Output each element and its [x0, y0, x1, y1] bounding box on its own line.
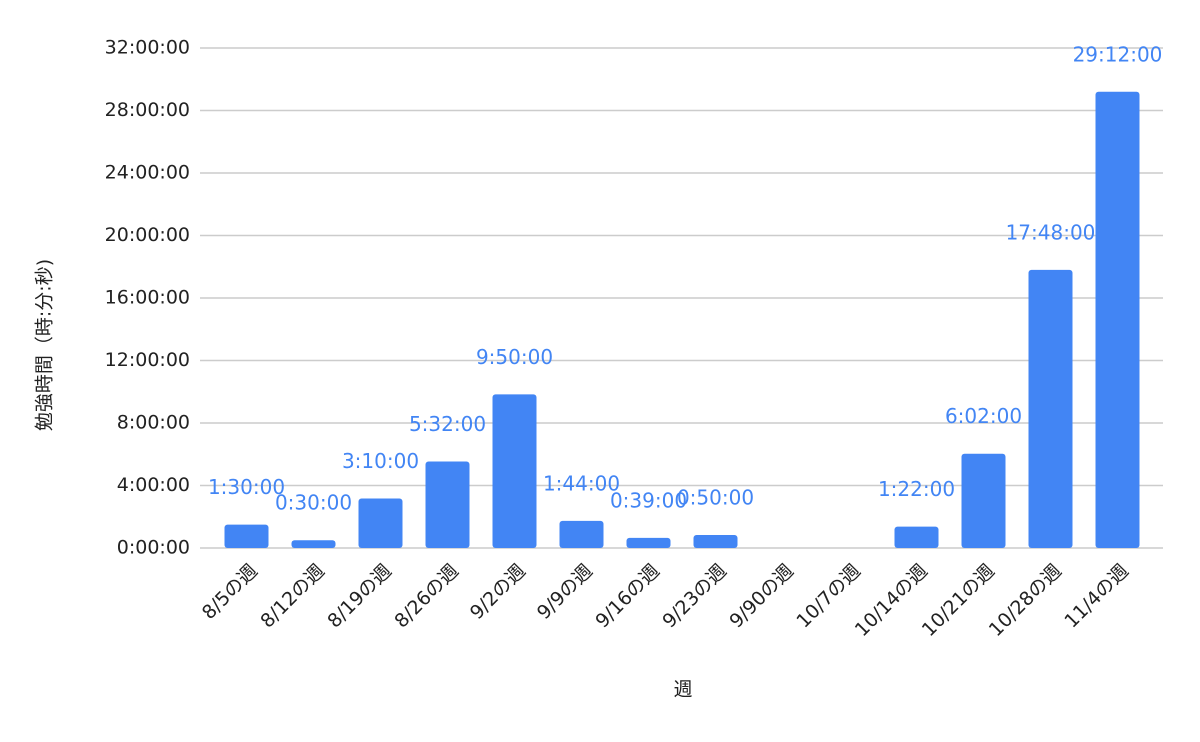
value-label: 6:02:00	[945, 404, 1022, 428]
bar	[559, 520, 604, 548]
y-tick-label: 4:00:00	[117, 474, 190, 496]
bar	[626, 537, 671, 548]
bar	[1095, 91, 1140, 548]
x-tick-label: 8/26の週	[390, 560, 463, 633]
value-label: 29:12:00	[1073, 42, 1163, 66]
value-label: 3:10:00	[342, 449, 419, 473]
bar	[693, 534, 738, 548]
value-label: 0:39:00	[610, 488, 687, 512]
x-tick-label: 9/2の週	[466, 560, 530, 624]
value-label: 1:30:00	[208, 475, 285, 499]
value-label: 0:30:00	[275, 491, 352, 515]
y-tick-label: 8:00:00	[117, 412, 190, 434]
x-axis-title: 週	[673, 679, 692, 701]
value-label: 9:50:00	[476, 345, 553, 369]
y-tick-label: 16:00:00	[105, 287, 190, 309]
y-axis-title: 勉強時間（時:分:秒)	[34, 259, 56, 431]
x-tick-label: 9/16の週	[591, 560, 664, 633]
bar	[291, 540, 336, 548]
bar	[492, 394, 537, 548]
x-tick-label: 8/12の週	[256, 560, 329, 633]
y-tick-label: 28:00:00	[105, 99, 190, 121]
x-tick-label: 8/19の週	[323, 560, 396, 633]
value-label: 17:48:00	[1006, 220, 1096, 244]
x-tick-label: 11/4の週	[1060, 560, 1133, 633]
y-tick-label: 0:00:00	[117, 537, 190, 559]
y-tick-label: 12:00:00	[105, 349, 190, 371]
y-tick-label: 20:00:00	[105, 224, 190, 246]
x-tick-label: 10/21の週	[918, 560, 999, 641]
value-label: 1:44:00	[543, 471, 620, 495]
bar	[224, 524, 269, 548]
x-tick-label: 9/9の週	[533, 560, 597, 624]
value-label: 1:22:00	[878, 477, 955, 501]
bar	[894, 526, 939, 548]
x-tick-label: 8/5の週	[198, 560, 262, 624]
value-label: 0:50:00	[677, 485, 754, 509]
y-tick-label: 32:00:00	[105, 37, 190, 59]
x-tick-label: 10/14の週	[851, 560, 932, 641]
bar	[425, 461, 470, 548]
bar	[1028, 269, 1073, 548]
bar	[961, 453, 1006, 548]
y-tick-label: 24:00:00	[105, 162, 190, 184]
x-tick-label: 9/23の週	[658, 560, 731, 633]
value-label: 5:32:00	[409, 412, 486, 436]
bar	[358, 498, 403, 548]
x-tick-label: 10/28の週	[985, 560, 1066, 641]
x-tick-label: 9/90の週	[725, 560, 798, 633]
